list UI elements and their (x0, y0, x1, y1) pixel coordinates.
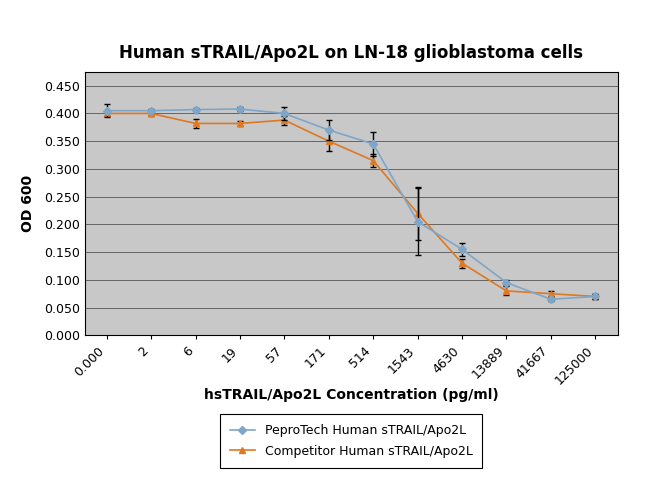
Text: hsTRAIL/Apo2L Concentration (pg/ml): hsTRAIL/Apo2L Concentration (pg/ml) (203, 388, 499, 402)
Title: Human sTRAIL/Apo2L on LN-18 glioblastoma cells: Human sTRAIL/Apo2L on LN-18 glioblastoma… (119, 44, 583, 62)
Y-axis label: OD 600: OD 600 (21, 175, 35, 232)
Legend: PeproTech Human sTRAIL/Apo2L, Competitor Human sTRAIL/Apo2L: PeproTech Human sTRAIL/Apo2L, Competitor… (220, 414, 482, 468)
